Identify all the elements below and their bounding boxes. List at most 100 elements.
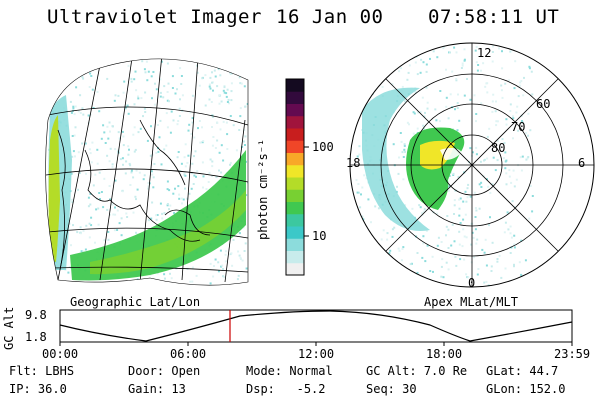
- speckle-dot: [187, 154, 190, 157]
- speckle-dot: [243, 140, 245, 143]
- speckle-dot: [475, 209, 478, 212]
- speckle-dot: [193, 136, 196, 139]
- speckle-dot: [88, 86, 91, 88]
- speckle-dot: [520, 169, 523, 172]
- speckle-dot: [355, 249, 358, 252]
- speckle-dot: [151, 97, 153, 100]
- speckle-dot: [246, 103, 249, 105]
- speckle-dot: [89, 192, 92, 195]
- speckle-dot: [193, 174, 196, 177]
- speckle-dot: [229, 115, 232, 117]
- speckle-dot: [149, 154, 152, 157]
- speckle-dot: [458, 214, 461, 217]
- speckle-dot: [422, 210, 425, 213]
- speckle-dot: [80, 250, 83, 253]
- speckle-dot: [425, 63, 428, 66]
- speckle-dot: [163, 273, 166, 276]
- speckle-dot: [514, 60, 517, 63]
- speckle-dot: [108, 213, 111, 216]
- speckle-dot: [421, 96, 424, 99]
- speckle-dot: [409, 56, 412, 59]
- speckle-dot: [469, 98, 472, 101]
- speckle-dot: [152, 186, 155, 189]
- status-flt-value: LBHS: [45, 364, 75, 378]
- speckle-dot: [230, 99, 233, 102]
- speckle-dot: [403, 143, 406, 146]
- speckle-dot: [505, 183, 508, 186]
- coastlines: [57, 119, 211, 271]
- speckle-dot: [453, 204, 456, 207]
- speckle-dot: [224, 66, 227, 68]
- speckle-dot: [356, 59, 359, 62]
- speckle-dot: [103, 239, 106, 242]
- speckle-dot: [472, 236, 475, 239]
- speckle-dot: [419, 110, 422, 113]
- speckle-dot: [52, 268, 55, 271]
- speckle-dot: [238, 76, 241, 79]
- speckle-dot: [191, 162, 194, 165]
- speckle-dot: [52, 265, 55, 268]
- speckle-dot: [215, 176, 218, 179]
- altitude-ytick-low: 1.8: [25, 330, 47, 344]
- speckle-dot: [124, 172, 127, 175]
- speckle-dot: [116, 229, 119, 231]
- speckle-dot: [87, 65, 90, 68]
- speckle-dot: [174, 92, 177, 95]
- speckle-dot: [232, 238, 235, 241]
- speckle-dot: [401, 85, 404, 88]
- speckle-dot: [381, 85, 384, 88]
- speckle-dot: [401, 56, 404, 59]
- mlt-label-6: 6: [578, 156, 586, 170]
- speckle-dot: [214, 258, 217, 261]
- speckle-dot: [106, 77, 109, 80]
- speckle-dot: [183, 172, 186, 175]
- speckle-dot: [454, 255, 457, 258]
- speckle-dot: [413, 112, 416, 115]
- speckle-dot: [383, 261, 386, 263]
- speckle-dot: [385, 54, 388, 57]
- speckle-dot: [427, 48, 430, 51]
- speckle-dot: [502, 157, 505, 160]
- speckle-dot: [519, 81, 522, 84]
- speckle-dot: [68, 70, 70, 72]
- speckle-dot: [512, 137, 514, 140]
- speckle-dot: [166, 62, 169, 65]
- speckle-dot: [240, 258, 242, 260]
- speckle-dot: [210, 101, 213, 103]
- speckle-dot: [190, 133, 193, 135]
- speckle-dot: [363, 174, 366, 177]
- speckle-dot: [385, 70, 388, 73]
- speckle-dot: [157, 150, 160, 153]
- speckle-dot: [529, 185, 532, 187]
- speckle-dot: [525, 132, 528, 135]
- speckle-dot: [357, 107, 360, 110]
- speckle-dot: [159, 78, 162, 81]
- speckle-dot: [181, 202, 183, 205]
- speckle-dot: [396, 185, 398, 188]
- speckle-dot: [506, 211, 509, 214]
- speckle-dot: [422, 242, 425, 245]
- speckle-dot: [477, 64, 480, 66]
- speckle-dot: [139, 127, 142, 130]
- speckle-dot: [150, 283, 153, 285]
- speckle-dot: [180, 162, 183, 165]
- speckle-dot: [528, 67, 531, 70]
- status-gc-alt-value: 7.0 Re: [423, 364, 468, 378]
- speckle-dot: [92, 107, 95, 109]
- speckle-dot: [401, 151, 404, 154]
- speckle-dot: [455, 264, 458, 267]
- speckle-dot: [87, 66, 90, 69]
- speckle-dot: [360, 107, 363, 110]
- speckle-dot: [356, 155, 359, 158]
- speckle-dot: [140, 97, 143, 100]
- status-gain: Gain: 13: [128, 382, 186, 396]
- speckle-dot: [352, 203, 355, 205]
- speckle-dot: [222, 268, 224, 270]
- speckle-dot: [183, 173, 186, 176]
- speckle-dot: [184, 143, 187, 146]
- speckle-dot: [402, 156, 405, 158]
- speckle-dot: [474, 216, 477, 218]
- speckle-dot: [209, 76, 212, 79]
- speckle-dot: [389, 63, 392, 66]
- altitude-ytick-high: 9.8: [25, 308, 47, 322]
